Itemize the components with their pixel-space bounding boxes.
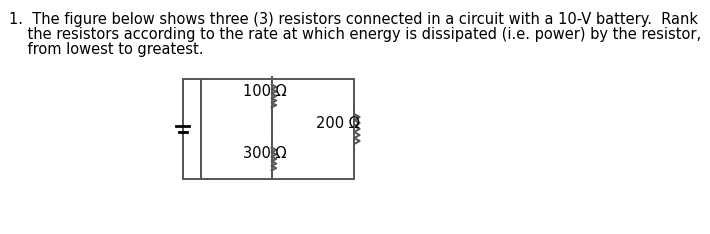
Text: 1.  The figure below shows three (3) resistors connected in a circuit with a 10-: 1. The figure below shows three (3) resi… [9, 12, 699, 27]
Text: 100 Ω: 100 Ω [244, 84, 287, 99]
Text: 300 Ω: 300 Ω [244, 146, 287, 161]
Bar [201, 79, 354, 179]
Text: 200 Ω: 200 Ω [317, 117, 360, 132]
Text: the resistors according to the rate at which energy is dissipated (i.e. power) b: the resistors according to the rate at w… [9, 27, 701, 42]
Text: from lowest to greatest.: from lowest to greatest. [9, 42, 204, 57]
